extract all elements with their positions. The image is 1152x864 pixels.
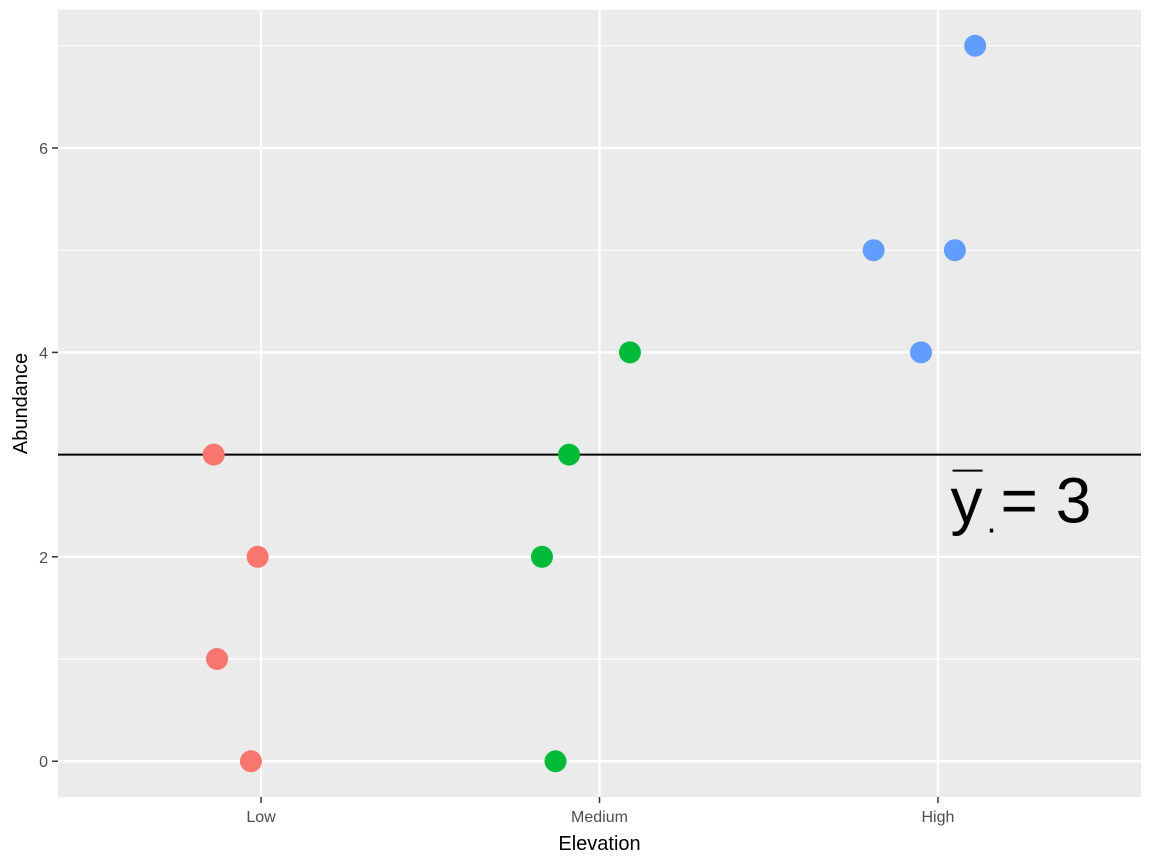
x-tick-label: High bbox=[921, 809, 954, 826]
x-axis-label: Elevation bbox=[558, 833, 640, 855]
y-tick-label: 2 bbox=[39, 550, 48, 567]
y-tick-label: 6 bbox=[39, 141, 48, 158]
data-point bbox=[530, 545, 553, 568]
data-point bbox=[239, 750, 262, 773]
data-point bbox=[862, 239, 885, 262]
grid-lines bbox=[58, 10, 1141, 797]
x-tick-label: Medium bbox=[571, 809, 628, 826]
y-axis-label: Abundance bbox=[10, 353, 32, 454]
annotation-subscript: . bbox=[987, 500, 997, 541]
data-point bbox=[618, 341, 641, 364]
data-point bbox=[558, 443, 581, 466]
data-point bbox=[910, 341, 933, 364]
data-points bbox=[202, 34, 987, 773]
y-tick-label: 4 bbox=[39, 345, 48, 362]
y-tick-label: 0 bbox=[39, 754, 48, 771]
data-point bbox=[202, 443, 225, 466]
mean-annotation: y. = 3 bbox=[951, 465, 1092, 541]
axes: 0 2 4 6 Low Medium High bbox=[39, 141, 954, 826]
data-point bbox=[943, 239, 966, 262]
x-tick-label: Low bbox=[246, 809, 276, 826]
data-point bbox=[964, 34, 987, 57]
data-point bbox=[544, 750, 567, 773]
data-point bbox=[246, 545, 269, 568]
annotation-text: = 3 bbox=[1001, 465, 1092, 537]
data-point bbox=[206, 648, 229, 671]
annotation-symbol: y bbox=[951, 465, 983, 537]
